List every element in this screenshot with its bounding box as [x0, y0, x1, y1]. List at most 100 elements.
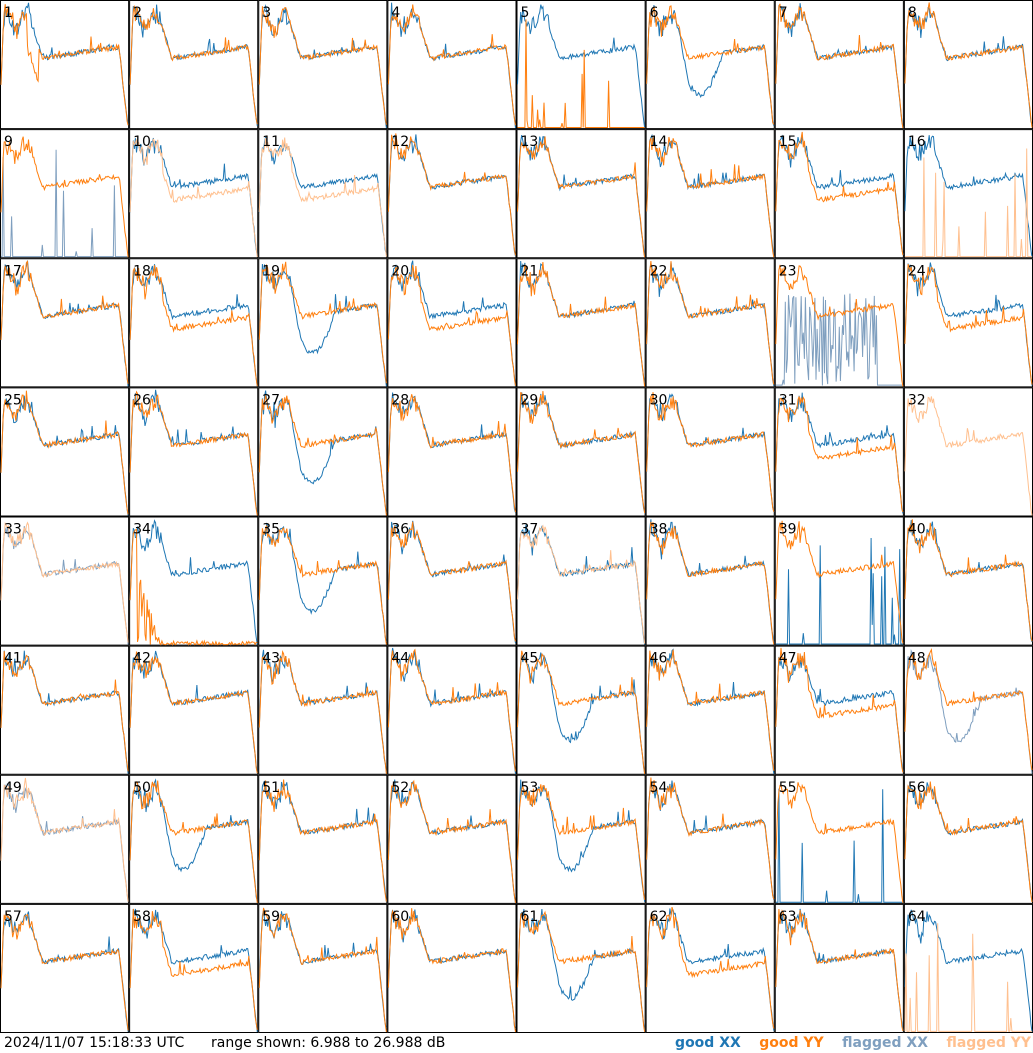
panel-14: 14: [645, 129, 775, 259]
panel-label: 25: [4, 392, 22, 408]
series-xx-11: [258, 136, 387, 254]
panel-label: 30: [650, 392, 668, 408]
series-yy-51: [258, 779, 387, 902]
series-xx-24: [904, 262, 1033, 386]
series-xx-16: [904, 135, 1033, 258]
panel-9: 9: [0, 129, 130, 259]
panel-label: 55: [779, 780, 797, 796]
series-yy-16: [904, 148, 1032, 258]
series-yy-41: [0, 651, 129, 772]
panel-frame: [129, 0, 259, 130]
series-yy-33: [0, 521, 129, 643]
panel-45: 45: [516, 645, 646, 775]
series-xx-5: [517, 4, 646, 128]
panel-frame: [0, 903, 130, 1033]
panel-frame: [129, 387, 259, 517]
series-yy-47: [775, 647, 904, 773]
panel-label: 8: [908, 5, 917, 21]
series-xx-18: [129, 264, 258, 387]
panel-frame: [645, 516, 775, 646]
series-yy-42: [129, 651, 258, 774]
panel-29: 29: [516, 387, 646, 517]
series-yy-4: [387, 4, 516, 126]
panel-frame: [903, 903, 1033, 1033]
panel-33: 33: [0, 516, 130, 646]
timestamp: 2024/11/07 15:18:33 UTC: [4, 1035, 185, 1051]
series-yy-21: [517, 262, 646, 387]
panel-label: 43: [262, 651, 280, 667]
panel-label: 48: [908, 651, 926, 667]
series-yy-18: [129, 265, 258, 387]
series-yy-11: [258, 137, 387, 257]
panel-label: 27: [262, 392, 280, 408]
series-xx-54: [646, 780, 775, 900]
series-yy-9: [0, 136, 129, 258]
series-xx-23: [775, 293, 903, 386]
panel-label: 29: [521, 392, 539, 408]
panel-20: 20: [387, 258, 517, 388]
panel-6: 6: [645, 0, 775, 130]
series-yy-46: [646, 649, 775, 771]
panel-label: 28: [391, 392, 409, 408]
panel-15: 15: [774, 129, 904, 259]
panel-frame: [645, 645, 775, 775]
panel-label: 20: [391, 263, 409, 279]
panel-27: 27: [258, 387, 388, 517]
series-yy-50: [129, 780, 258, 903]
panel-50: 50: [129, 774, 259, 904]
legend-flagged-xx: flagged XX: [842, 1035, 928, 1051]
series-xx-45: [517, 652, 646, 774]
panel-10: 10: [129, 129, 259, 259]
panel-label: 23: [779, 263, 797, 279]
panel-56: 56: [903, 774, 1033, 904]
panel-63: 63: [774, 903, 904, 1033]
series-xx-55: [775, 788, 903, 903]
series-yy-26: [129, 390, 258, 516]
panel-44: 44: [387, 645, 517, 775]
series-yy-1: [0, 4, 129, 126]
series-yy-3: [258, 6, 387, 125]
panel-5: 5: [516, 0, 646, 130]
series-xx-39: [775, 537, 903, 645]
panel-label: 1: [4, 5, 13, 21]
panel-16: 16: [903, 129, 1033, 259]
panel-21: 21: [516, 258, 646, 388]
panel-label: 40: [908, 522, 926, 538]
series-yy-5: [517, 19, 645, 128]
panel-frame: [903, 387, 1033, 517]
series-xx-20: [387, 260, 516, 387]
panel-frame: [0, 0, 130, 130]
series-yy-14: [646, 136, 775, 258]
series-yy-56: [904, 781, 1033, 903]
panel-frame: [0, 258, 130, 388]
panel-40: 40: [903, 516, 1033, 646]
panel-label: 26: [133, 392, 151, 408]
panel-41: 41: [0, 645, 130, 775]
panel-58: 58: [129, 903, 259, 1033]
panel-label: 22: [650, 263, 668, 279]
legend-good-xx: good XX: [675, 1035, 741, 1051]
panel-label: 35: [262, 522, 280, 538]
panel-59: 59: [258, 903, 388, 1033]
legend-flagged-yy: flagged YY: [946, 1035, 1031, 1051]
panel-label: 49: [4, 780, 22, 796]
series-yy-38: [646, 521, 775, 645]
series-yy-48: [904, 648, 1033, 771]
series-yy-10: [129, 138, 258, 258]
panel-label: 41: [4, 651, 22, 667]
series-yy-2: [129, 5, 258, 125]
series-yy-63: [775, 908, 904, 1032]
series-yy-13: [517, 136, 646, 258]
series-yy-17: [0, 260, 129, 384]
series-yy-20: [387, 265, 516, 386]
series-yy-8: [904, 2, 1033, 128]
panel-49: 49: [0, 774, 130, 904]
series-yy-44: [387, 648, 516, 772]
panel-label: 7: [779, 5, 788, 21]
panel-label: 47: [779, 651, 797, 667]
series-xx-17: [0, 260, 129, 387]
panel-42: 42: [129, 645, 259, 775]
panel-label: 33: [4, 522, 22, 538]
panel-label: 17: [4, 263, 22, 279]
